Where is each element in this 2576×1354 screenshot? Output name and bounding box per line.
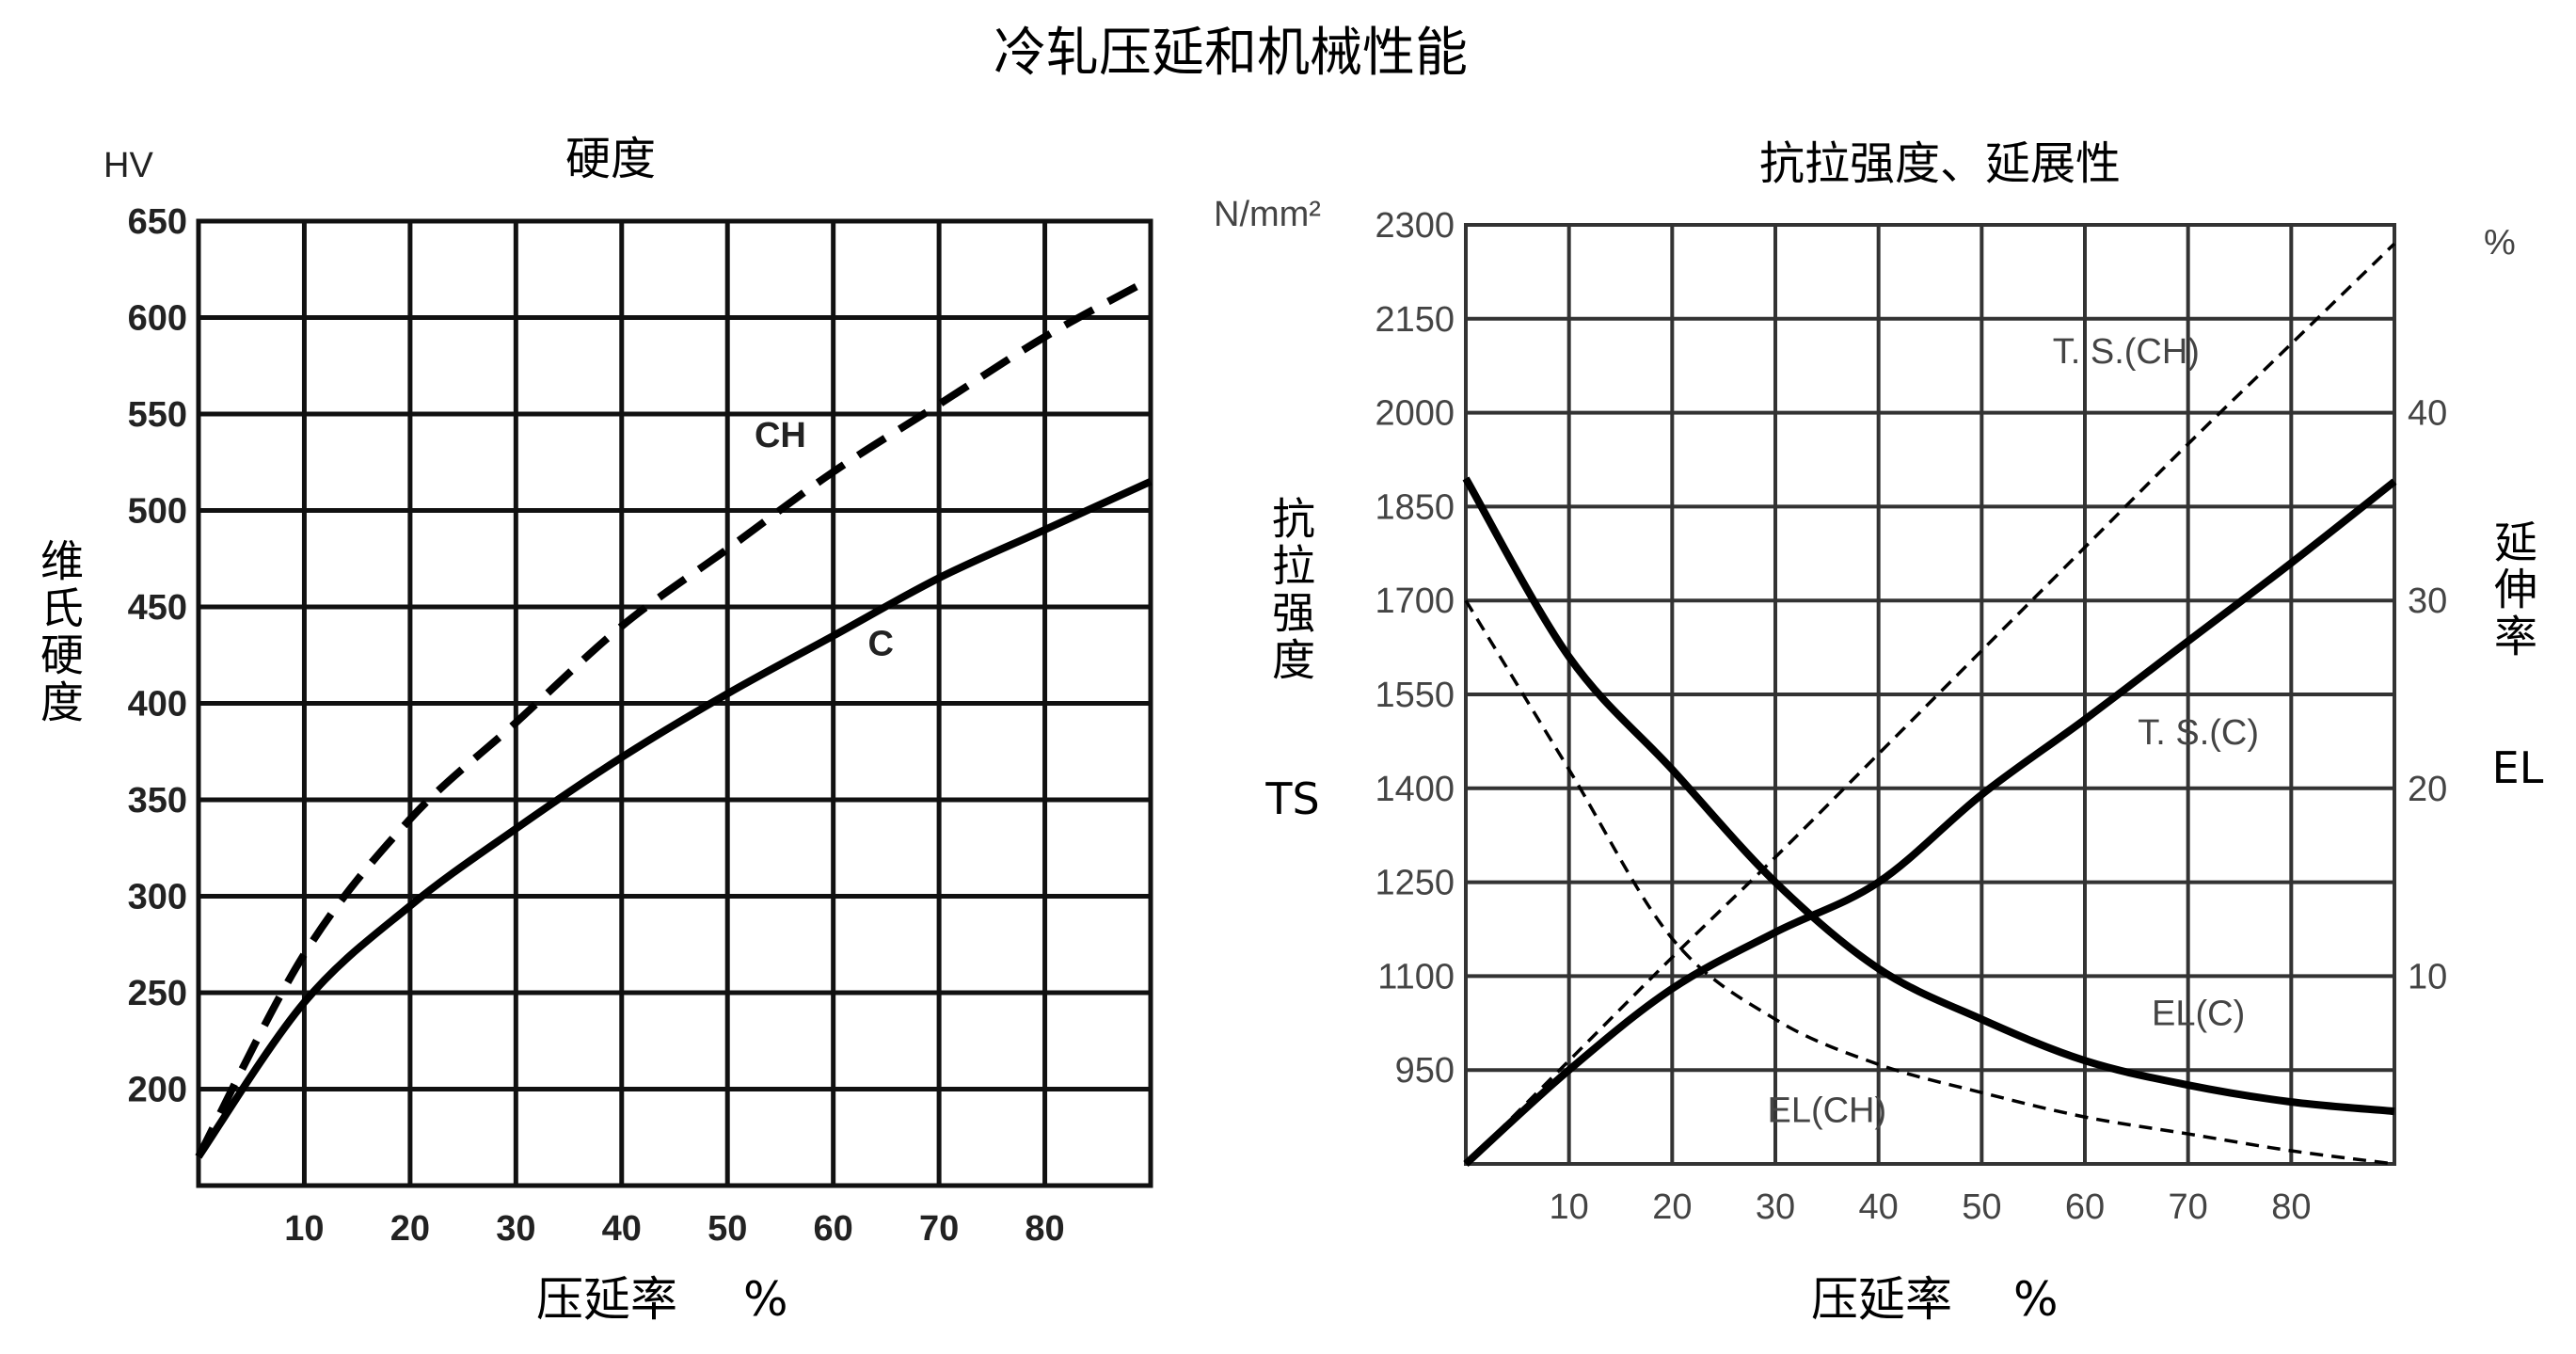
y-tick-label: 1400 [1375, 770, 1455, 809]
series-annotation: T. S.(C) [2138, 713, 2259, 753]
tensile-plot: 10 20 30 40 50 60 70 80 950 1100 1250 1400 1550 1700 1… [1375, 206, 2447, 1227]
tensile-chart-title: 抗拉强度、延展性 [1759, 137, 2121, 190]
hardness-chart-title: 硬度 [565, 133, 656, 185]
y-tick-label: 250 [128, 974, 187, 1013]
series-annotation: T. S.(CH) [2053, 332, 2200, 372]
y2-tick-label: 40 [2408, 394, 2447, 434]
series-line-tsch [1464, 242, 2396, 1166]
series-line-elch [1464, 599, 2395, 1166]
y-tick-label: 350 [128, 781, 187, 820]
series-line-elc [1462, 476, 2395, 1116]
y-tick-label: 400 [128, 685, 187, 725]
y2-tick-label: 10 [2408, 957, 2447, 996]
x-tick-label: 80 [2271, 1187, 2311, 1227]
y-tick-label: 200 [128, 1071, 187, 1110]
y-tick-label: 550 [128, 395, 187, 435]
x-tick-label: 30 [496, 1209, 535, 1249]
tensile-y-unit: N/mm² [1214, 195, 1321, 234]
plot-frame [1464, 223, 2396, 1166]
series-line-c [195, 478, 1153, 1159]
x-tick-label: 50 [1962, 1187, 2001, 1227]
y2-tick-label: 30 [2408, 581, 2447, 621]
y-tick-label: 1550 [1375, 676, 1455, 715]
series-annotation: CH [755, 416, 806, 455]
x-tick-label: 10 [284, 1209, 324, 1249]
y-tick-label: 650 [128, 202, 187, 242]
y-tick-label: 2000 [1375, 394, 1455, 434]
x-tick-label: 20 [390, 1209, 430, 1249]
y-tick-label: 500 [128, 492, 187, 532]
plot-frame [196, 218, 1153, 1188]
y-tick-label: 1850 [1375, 487, 1455, 527]
x-tick-label: 70 [919, 1209, 959, 1249]
hardness-x-label: 压延率 [536, 1272, 677, 1327]
x-tick-label: 60 [814, 1209, 853, 1249]
y-tick-label: 950 [1395, 1051, 1455, 1091]
elongation-y-label-abbr: EL [2492, 742, 2544, 793]
x-tick-label: 50 [708, 1209, 747, 1249]
series-annotation: EL(CH) [1767, 1091, 1886, 1130]
tensile-x-label: 压延率 [1811, 1272, 1952, 1327]
y2-tick-label: 20 [2408, 770, 2447, 809]
tensile-y-label: 抗拉强度 [1265, 496, 1316, 684]
hardness-y-unit: HV [103, 146, 153, 185]
x-tick-label: 30 [1756, 1187, 1795, 1227]
hardness-x-unit: % [743, 1272, 788, 1327]
x-tick-label: 40 [1859, 1187, 1899, 1227]
hardness-plot: 10 20 30 40 50 60 70 80 200 250 300 350 400 450 500 550… [128, 202, 1153, 1249]
x-tick-label: 80 [1025, 1209, 1064, 1249]
x-tick-label: 60 [2065, 1187, 2105, 1227]
y-tick-label: 1700 [1375, 581, 1455, 621]
x-tick-label: 70 [2169, 1187, 2208, 1227]
figure-title: 冷轧压延和机械性能 [994, 23, 1468, 84]
series-line-ch [195, 275, 1153, 1159]
tensile-x-unit: % [2013, 1272, 2059, 1327]
y-tick-label: 1250 [1375, 864, 1455, 903]
x-tick-label: 40 [602, 1209, 642, 1249]
y-tick-label: 1100 [1377, 957, 1455, 996]
tensile-y-label-abbr: TS [1264, 773, 1319, 824]
series-line-tsc [1463, 478, 2397, 1167]
x-tick-label: 10 [1550, 1187, 1589, 1227]
y-tick-label: 450 [128, 588, 187, 628]
series-annotation: EL(C) [2152, 994, 2245, 1033]
series-annotation: C [868, 624, 894, 663]
x-tick-label: 20 [1652, 1187, 1692, 1227]
y-tick-label: 2150 [1375, 300, 1455, 340]
y-tick-label: 300 [128, 878, 187, 917]
elongation-y-unit: % [2484, 223, 2516, 263]
y-tick-label: 2300 [1375, 206, 1455, 246]
y-tick-label: 600 [128, 299, 187, 339]
hardness-y-label: 维氏硬度 [34, 538, 85, 726]
elongation-y-label: 延伸率 [2488, 519, 2538, 661]
